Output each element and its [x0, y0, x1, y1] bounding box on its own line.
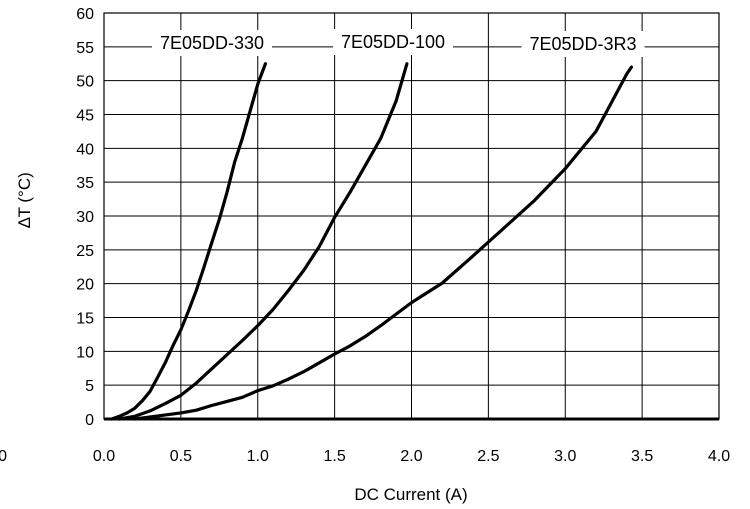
y-tick-label: 20 [76, 277, 94, 294]
y-tick-label: 30 [76, 209, 94, 226]
series-labels: 7E05DD-330 7E05DD-100 7E05DD-3R3 [160, 32, 637, 54]
y-tick-label: 25 [76, 243, 94, 260]
x-tick-label: 1.0 [247, 448, 269, 465]
x-tick-label: 2.5 [477, 448, 499, 465]
series-label-background-2 [521, 31, 645, 57]
series-label-background-0 [151, 30, 273, 56]
y-tick-label: 50 [76, 74, 94, 91]
y-tick-label: 45 [76, 108, 94, 125]
x-tick-label: 3.0 [554, 448, 576, 465]
y-tick-label: 10 [76, 344, 94, 361]
series-line-1 [117, 62, 409, 421]
y-axis-tick-labels: 0 5 10 15 20 25 30 35 40 45 50 55 60 [76, 6, 94, 429]
x-tick-label: 2.0 [400, 448, 422, 465]
x-tick-label: 1.5 [324, 448, 346, 465]
stray-tick-label: 0 [0, 448, 7, 465]
x-axis-title: DC Current (A) [354, 485, 467, 504]
series-label-backgrounds [151, 29, 645, 57]
y-tick-label: 15 [76, 311, 94, 328]
y-tick-label: 5 [85, 378, 94, 395]
x-tick-label: 0.5 [170, 448, 192, 465]
series-line-0 [110, 62, 267, 421]
series-label-7e05dd-330: 7E05DD-330 [160, 33, 264, 53]
y-tick-label: 40 [76, 141, 94, 158]
x-tick-label: 3.5 [631, 448, 653, 465]
y-tick-label: 60 [76, 6, 94, 23]
y-axis-title: ∆T (°C) [15, 172, 34, 228]
y-tick-label: 35 [76, 175, 94, 192]
series-label-7e05dd-100: 7E05DD-100 [341, 32, 445, 52]
x-tick-label: 4.0 [708, 448, 730, 465]
series-label-background-1 [332, 29, 454, 55]
y-tick-label: 0 [85, 412, 94, 429]
x-axis-tick-labels: 0.0 0.5 1.0 1.5 2.0 2.5 3.0 3.5 4.0 [93, 448, 730, 465]
y-tick-label: 55 [76, 40, 94, 57]
series-label-7e05dd-3r3: 7E05DD-3R3 [529, 34, 636, 54]
series-line-2 [133, 65, 633, 421]
series-lines [110, 62, 633, 421]
x-tick-label: 0.0 [93, 448, 115, 465]
